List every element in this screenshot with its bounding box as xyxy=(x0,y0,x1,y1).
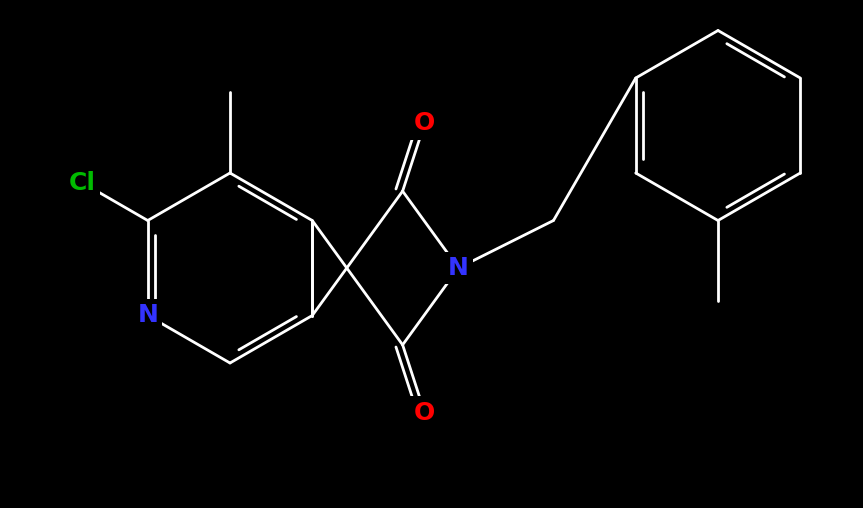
Text: O: O xyxy=(414,111,435,135)
Text: Cl: Cl xyxy=(68,171,96,195)
Text: O: O xyxy=(414,401,435,425)
Text: N: N xyxy=(448,256,469,280)
Text: N: N xyxy=(137,303,158,328)
